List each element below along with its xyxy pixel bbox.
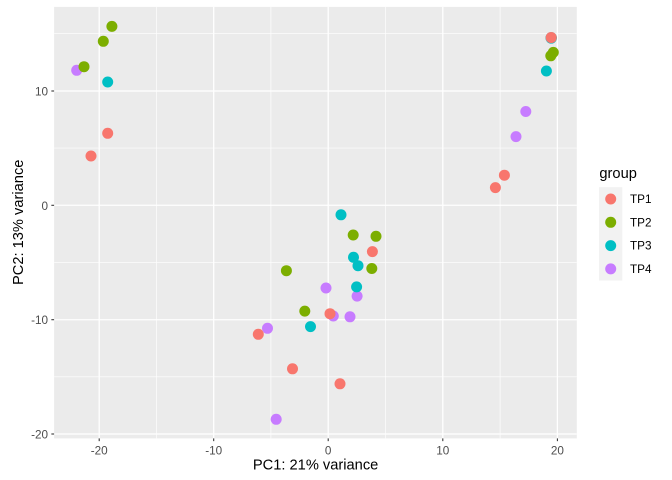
svg-text:TP2: TP2 [630,216,652,229]
svg-text:0: 0 [325,444,332,457]
svg-text:PC1: 21% variance: PC1: 21% variance [253,458,378,474]
svg-text:TP4: TP4 [630,263,652,276]
svg-text:PC2: 13% variance: PC2: 13% variance [11,160,27,285]
svg-text:-10: -10 [31,314,48,327]
svg-text:group: group [599,166,637,182]
svg-text:TP1: TP1 [630,193,652,206]
svg-text:-20: -20 [91,444,108,457]
svg-text:10: 10 [35,86,49,99]
svg-text:-20: -20 [31,429,48,442]
svg-text:0: 0 [41,200,48,213]
svg-text:10: 10 [436,444,450,457]
svg-text:TP3: TP3 [630,240,652,253]
svg-text:20: 20 [551,444,565,457]
svg-text:-10: -10 [205,444,222,457]
